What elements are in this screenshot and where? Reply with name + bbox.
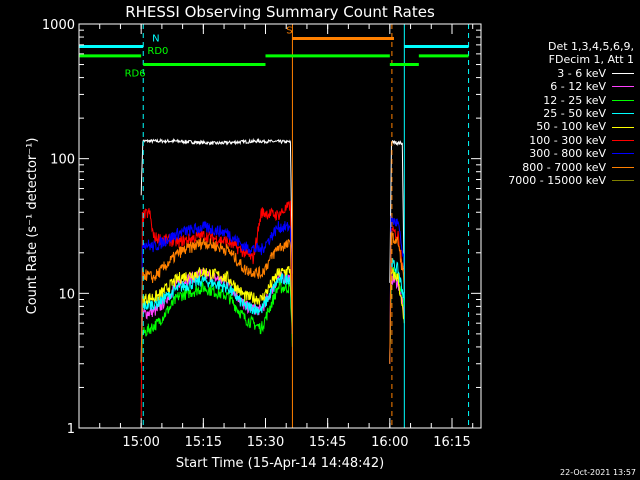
flag-label-s: S xyxy=(286,26,292,37)
y-tick-label-1: 10 xyxy=(58,287,75,302)
legend-item: 100 - 300 keV xyxy=(470,134,638,147)
legend: Det 1,3,4,5,6,9, FDecim 1, Att 1 3 - 6 k… xyxy=(470,40,638,187)
y-tick-label-0: 1 xyxy=(67,422,75,437)
legend-item: 12 - 25 keV xyxy=(470,94,638,107)
generation-timestamp: 22-Oct-2021 13:57 xyxy=(560,468,636,477)
legend-label: 100 - 300 keV xyxy=(529,133,606,147)
flag-label-rd0: RD0 xyxy=(147,46,168,57)
flag-label-rd6: RD6 xyxy=(125,69,146,80)
legend-swatch xyxy=(612,153,634,155)
y-tick-label-3: 1000 xyxy=(42,18,75,33)
series-line-7-seg1 xyxy=(389,232,405,364)
legend-label: 7000 - 15000 keV xyxy=(508,174,606,188)
x-tick-label-4: 16:00 xyxy=(371,435,408,450)
legend-swatch xyxy=(612,113,634,115)
plot-frame xyxy=(78,23,482,429)
y-tick-label-2: 100 xyxy=(50,153,75,168)
y-axis-label: Count Rate (s⁻¹ detector⁻¹) xyxy=(25,138,40,315)
series-line-6-seg1 xyxy=(389,215,405,364)
legend-label: 6 - 12 keV xyxy=(550,80,606,94)
series-line-3-seg1 xyxy=(389,258,405,364)
series-line-1-seg0 xyxy=(140,267,293,361)
series-line-0-seg0 xyxy=(140,137,293,274)
series-line-7-seg0 xyxy=(140,238,293,362)
series-line-6-seg0 xyxy=(140,220,293,361)
legend-item: 800 - 7000 keV xyxy=(470,161,638,174)
series-line-4-seg0 xyxy=(140,265,293,363)
series-line-2-seg0 xyxy=(140,280,293,360)
legend-label: 25 - 50 keV xyxy=(543,107,606,121)
x-tick-label-5: 16:15 xyxy=(433,435,470,450)
legend-item: 300 - 800 keV xyxy=(470,147,638,160)
x-tick-label-2: 15:30 xyxy=(247,435,284,450)
legend-swatch xyxy=(612,86,634,88)
series-line-3-seg0 xyxy=(140,272,293,362)
legend-item: 7000 - 15000 keV xyxy=(470,174,638,187)
x-tick-label-1: 15:15 xyxy=(185,435,222,450)
legend-swatch xyxy=(612,126,634,128)
series-line-1-seg1 xyxy=(389,272,405,364)
legend-label: 800 - 7000 keV xyxy=(522,160,606,174)
legend-item: 50 - 100 keV xyxy=(470,120,638,133)
x-tick-label-3: 15:45 xyxy=(309,435,346,450)
legend-header-decimation: FDecim 1, Att 1 xyxy=(548,53,634,67)
legend-swatch xyxy=(612,73,634,75)
legend-label: 12 - 25 keV xyxy=(543,93,606,107)
legend-item: 25 - 50 keV xyxy=(470,107,638,120)
series-line-4-seg1 xyxy=(389,268,405,364)
series-line-0-seg1 xyxy=(389,139,405,294)
legend-swatch xyxy=(612,180,634,182)
x-axis-label: Start Time (15-Apr-14 14:48:42) xyxy=(176,456,384,471)
flag-label-n: N xyxy=(152,34,159,45)
legend-swatch xyxy=(612,99,634,101)
legend-swatch xyxy=(612,166,634,168)
legend-label: 300 - 800 keV xyxy=(529,147,606,161)
x-tick-label-0: 15:00 xyxy=(122,435,159,450)
legend-header-detectors: Det 1,3,4,5,6,9, xyxy=(547,40,634,53)
legend-item: 6 - 12 keV xyxy=(470,80,638,93)
series-line-5-seg0 xyxy=(140,200,293,419)
chart-title: RHESSI Observing Summary Count Rates xyxy=(125,3,435,21)
legend-swatch xyxy=(612,140,634,142)
legend-label: 50 - 100 keV xyxy=(536,120,606,134)
legend-item: 3 - 6 keV xyxy=(470,67,638,80)
legend-label: 3 - 6 keV xyxy=(557,66,606,80)
